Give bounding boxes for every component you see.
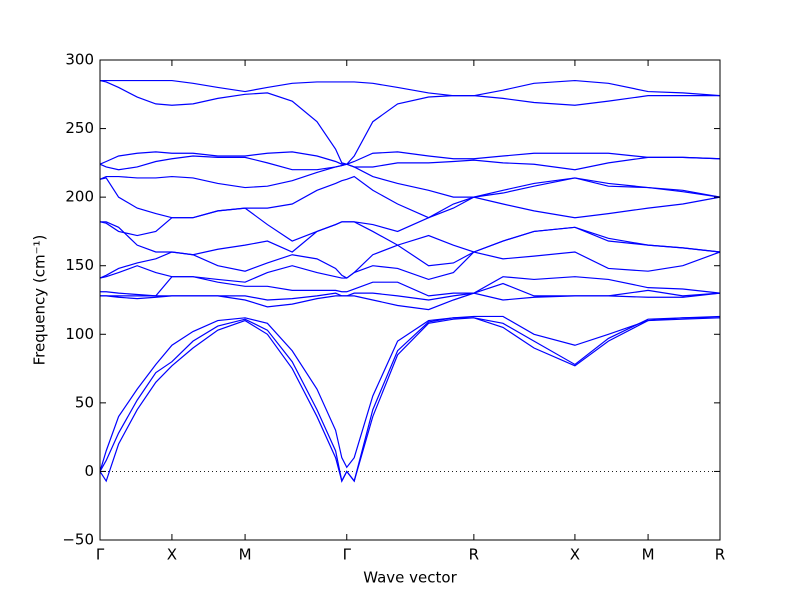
band-line [99,151,721,165]
band-line [99,155,721,171]
band-line [99,317,720,483]
y-tick-label: 50 [75,393,94,411]
band-line [99,177,721,242]
x-tick-label: M [239,546,252,564]
y-tick-label: 200 [65,188,94,206]
x-tick-label: R [469,546,479,564]
x-tick-label: Γ [343,546,352,564]
band-line [99,315,721,472]
band-line [100,276,721,297]
y-tick-label: 250 [65,119,94,137]
band-line [99,251,721,283]
band-line [100,282,721,301]
band-line [100,79,721,97]
band-line [99,175,721,219]
x-tick-label: X [570,546,580,564]
y-tick-label: 300 [65,51,94,69]
x-tick-label: R [715,546,725,564]
y-tick-label: 100 [65,325,94,343]
y-tick-label: 0 [84,462,94,480]
band-line [99,79,720,165]
y-tick-label: 150 [65,256,94,274]
y-tick-label: −50 [62,531,94,549]
plot-frame [99,59,721,541]
x-tick-label: Γ [96,546,105,564]
x-axis-label: Wave vector [363,569,457,587]
y-axis-label: Frequency (cm⁻¹) [31,235,49,366]
x-tick-label: X [167,546,177,564]
x-tick-label: M [642,546,655,564]
